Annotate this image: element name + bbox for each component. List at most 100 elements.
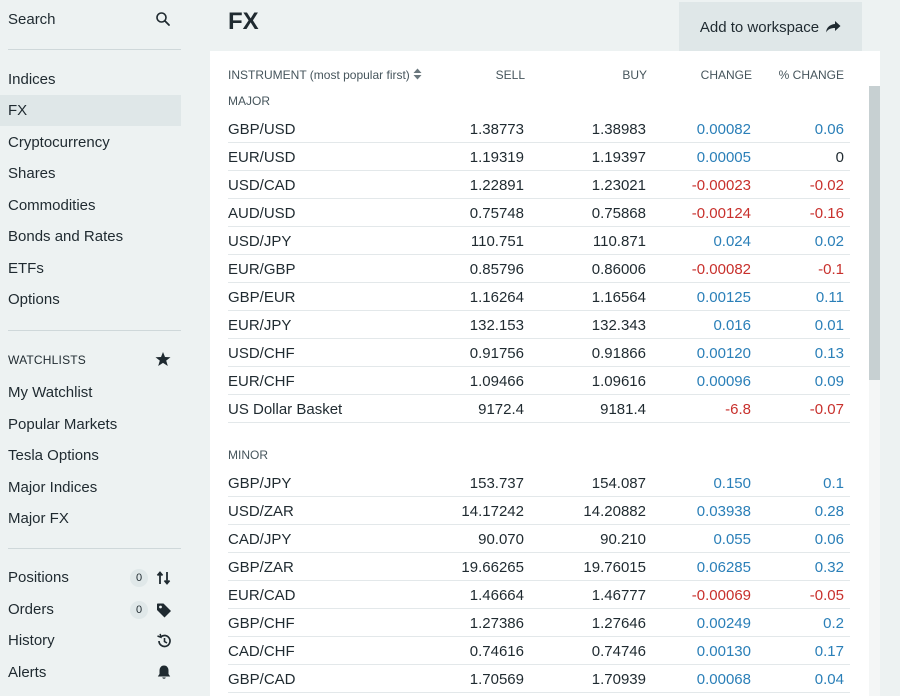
buy-price-cell[interactable]: 19.76015 — [583, 559, 646, 576]
scrollbar-thumb[interactable] — [869, 86, 880, 380]
sell-price-cell[interactable]: 1.19319 — [469, 149, 524, 166]
sell-price-cell[interactable]: 0.74616 — [469, 643, 524, 660]
search-bar[interactable]: Search — [0, 0, 181, 38]
nav-item-etfs[interactable]: ETFs — [8, 260, 44, 277]
buy-price-cell[interactable]: 1.09616 — [591, 373, 646, 390]
search-icon[interactable] — [155, 11, 171, 27]
watchlist-major-indices[interactable]: Major Indices — [8, 479, 98, 496]
buy-price-cell[interactable]: 0.75868 — [591, 205, 646, 222]
add-to-workspace-button[interactable]: Add to workspace — [679, 2, 862, 52]
table-row[interactable]: GBP/JPY 153.737 154.087 0.150 0.1 — [228, 469, 850, 497]
buy-price-cell[interactable]: 1.27646 — [591, 615, 646, 632]
sell-price-cell[interactable]: 0.85796 — [469, 261, 524, 278]
table-row[interactable]: GBP/CAD 1.70569 1.70939 0.00068 0.04 — [228, 665, 850, 693]
sidebar-item-history[interactable]: History — [0, 625, 181, 656]
buy-price-cell[interactable]: 1.46777 — [591, 587, 646, 604]
watchlist-major-fx[interactable]: Major FX — [8, 510, 69, 527]
buy-price-cell[interactable]: 0.91866 — [591, 345, 646, 362]
table-row[interactable]: AUD/USD 0.75748 0.75868 -0.00124 -0.16 — [228, 199, 850, 227]
sell-price-cell[interactable]: 1.16264 — [469, 289, 524, 306]
sell-price-cell[interactable]: 14.17242 — [461, 503, 524, 520]
table-row[interactable]: USD/CAD 1.22891 1.23021 -0.00023 -0.02 — [228, 171, 850, 199]
buy-price-cell[interactable]: 1.38983 — [591, 121, 646, 138]
change-cell: 0.00120 — [696, 345, 751, 362]
buy-price-cell[interactable]: 1.70939 — [591, 671, 646, 688]
table-row[interactable]: CAD/JPY 90.070 90.210 0.055 0.06 — [228, 525, 850, 553]
sort-icon[interactable] — [413, 68, 422, 80]
sell-price-cell[interactable]: 0.75748 — [469, 205, 524, 222]
sell-price-cell[interactable]: 153.737 — [469, 475, 524, 492]
sell-price-cell[interactable]: 132.153 — [469, 317, 524, 334]
watchlist-popular-markets[interactable]: Popular Markets — [8, 416, 118, 433]
table-row[interactable]: US Dollar Basket 9172.4 9181.4 -6.8 -0.07 — [228, 395, 850, 423]
buy-price-cell[interactable]: 0.86006 — [591, 261, 646, 278]
buy-price-cell[interactable]: 154.087 — [591, 475, 646, 492]
instrument-cell: USD/CHF — [228, 345, 295, 362]
alerts-label: Alerts — [8, 664, 47, 681]
scrollbar-track[interactable] — [869, 86, 880, 696]
column-header-instrument[interactable]: INSTRUMENT (most popular first) — [228, 68, 422, 82]
nav-item-commodities[interactable]: Commodities — [8, 197, 96, 214]
table-row[interactable]: USD/ZAR 14.17242 14.20882 0.03938 0.28 — [228, 497, 850, 525]
pct-change-cell: 0.28 — [814, 503, 844, 520]
buy-price-cell[interactable]: 132.343 — [591, 317, 646, 334]
watchlist-my-watchlist[interactable]: My Watchlist — [8, 384, 93, 401]
sell-price-cell[interactable]: 110.751 — [470, 233, 524, 250]
sell-price-cell[interactable]: 1.27386 — [469, 615, 524, 632]
nav-item-bonds-and-rates[interactable]: Bonds and Rates — [8, 228, 124, 245]
table-row[interactable]: EUR/CAD 1.46664 1.46777 -0.00069 -0.05 — [228, 581, 850, 609]
buy-price-cell[interactable]: 9181.4 — [600, 401, 646, 418]
sidebar-item-positions[interactable]: Positions — [0, 562, 181, 593]
change-cell: 0.00130 — [696, 643, 751, 660]
buy-price-cell[interactable]: 90.210 — [600, 531, 646, 548]
sidebar-item-alerts[interactable]: Alerts — [0, 657, 181, 688]
table-row[interactable]: GBP/CHF 1.27386 1.27646 0.00249 0.2 — [228, 609, 850, 637]
pct-change-cell: 0.13 — [814, 345, 844, 362]
column-header-buy[interactable]: BUY — [622, 68, 647, 82]
sell-price-cell[interactable]: 0.91756 — [469, 345, 524, 362]
sidebar-item-orders[interactable]: Orders — [0, 594, 181, 625]
buy-price-cell[interactable]: 14.20882 — [583, 503, 646, 520]
pct-change-cell: 0.1 — [823, 475, 844, 492]
nav-item-indices[interactable]: Indices — [8, 71, 56, 88]
change-cell: 0.00125 — [696, 289, 751, 306]
table-row[interactable]: EUR/USD 1.19319 1.19397 0.00005 0 — [228, 143, 850, 171]
sell-price-cell[interactable]: 1.22891 — [469, 177, 524, 194]
buy-price-cell[interactable]: 0.74746 — [591, 643, 646, 660]
table-row[interactable]: GBP/ZAR 19.66265 19.76015 0.06285 0.32 — [228, 553, 850, 581]
sell-price-cell[interactable]: 1.09466 — [469, 373, 524, 390]
table-row[interactable]: EUR/JPY 132.153 132.343 0.016 0.01 — [228, 311, 850, 339]
buy-price-cell[interactable]: 1.19397 — [591, 149, 646, 166]
buy-price-cell[interactable]: 1.23021 — [591, 177, 646, 194]
watchlist-tesla-options[interactable]: Tesla Options — [8, 447, 99, 464]
sell-price-cell[interactable]: 1.46664 — [469, 587, 524, 604]
nav-item-fx[interactable]: FX — [0, 95, 181, 126]
sell-price-cell[interactable]: 19.66265 — [461, 559, 524, 576]
instrument-cell: GBP/USD — [228, 121, 296, 138]
table-row[interactable]: CAD/CHF 0.74616 0.74746 0.00130 0.17 — [228, 637, 850, 665]
nav-item-options[interactable]: Options — [8, 291, 60, 308]
nav-item-shares[interactable]: Shares — [8, 165, 56, 182]
column-header-pct-change[interactable]: % CHANGE — [778, 68, 844, 82]
column-header-change[interactable]: CHANGE — [700, 68, 752, 82]
instrument-cell: USD/JPY — [228, 233, 292, 250]
nav-item-cryptocurrency[interactable]: Cryptocurrency — [8, 134, 110, 151]
table-row[interactable]: EUR/GBP 0.85796 0.86006 -0.00082 -0.1 — [228, 255, 850, 283]
history-label: History — [8, 632, 55, 649]
sell-price-cell[interactable]: 1.38773 — [469, 121, 524, 138]
instrument-cell: EUR/CAD — [228, 587, 296, 604]
table-row[interactable]: GBP/USD 1.38773 1.38983 0.00082 0.06 — [228, 115, 850, 143]
pct-change-cell: 0 — [835, 149, 844, 166]
sell-price-cell[interactable]: 90.070 — [478, 531, 524, 548]
star-icon[interactable] — [155, 351, 171, 367]
sell-price-cell[interactable]: 9172.4 — [478, 401, 524, 418]
column-header-sell[interactable]: SELL — [495, 68, 525, 82]
table-row[interactable]: USD/CHF 0.91756 0.91866 0.00120 0.13 — [228, 339, 850, 367]
sell-price-cell[interactable]: 1.70569 — [469, 671, 524, 688]
instrument-cell: GBP/ZAR — [228, 559, 294, 576]
buy-price-cell[interactable]: 1.16564 — [591, 289, 646, 306]
table-row[interactable]: EUR/CHF 1.09466 1.09616 0.00096 0.09 — [228, 367, 850, 395]
table-row[interactable]: GBP/EUR 1.16264 1.16564 0.00125 0.11 — [228, 283, 850, 311]
table-row[interactable]: USD/JPY 110.751 110.871 0.024 0.02 — [228, 227, 850, 255]
buy-price-cell[interactable]: 110.871 — [592, 233, 646, 250]
